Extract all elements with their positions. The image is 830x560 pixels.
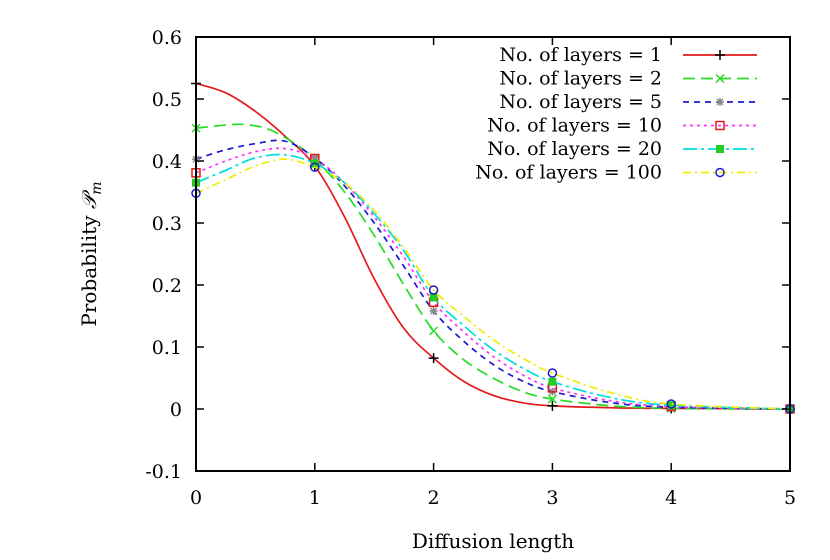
y-axis-title: Probability 𝒫m — [77, 181, 105, 326]
data-point — [428, 285, 439, 295]
y-tick-label: 0 — [170, 399, 182, 421]
data-point — [428, 353, 439, 364]
x-tick-label: 5 — [784, 487, 796, 509]
series-line — [195, 158, 791, 410]
axis-ticks: 0 1 2 3 4 5 -0.1 0 0.1 0.2 0.3 0.4 0.5 0.6 — [145, 27, 796, 509]
series-5 — [192, 153, 794, 413]
legend-marker — [716, 98, 724, 106]
series-line — [195, 139, 791, 410]
x-tick-label: 1 — [309, 487, 321, 509]
series-4 — [191, 147, 795, 414]
data-point — [666, 399, 676, 409]
series-line — [195, 123, 791, 410]
y-tick-label: -0.1 — [145, 461, 182, 483]
y-tick-label: 0.1 — [152, 337, 182, 359]
x-tick-label: 2 — [428, 487, 440, 509]
legend-entry: No. of layers = 20 — [487, 138, 757, 160]
legend: No. of layers = 1No. of layers = 2No. of… — [475, 44, 757, 184]
legend-entry: No. of layers = 2 — [499, 68, 757, 90]
legend-marker — [715, 167, 725, 178]
data-point — [667, 401, 676, 410]
legend-label: No. of layers = 1 — [499, 44, 662, 66]
legend-label: No. of layers = 5 — [499, 91, 662, 113]
data-point — [310, 153, 319, 162]
y-tick-label: 0.2 — [152, 275, 182, 297]
legend-entry: No. of layers = 10 — [487, 115, 757, 137]
y-tick-label: 0.4 — [152, 151, 182, 173]
legend-label: No. of layers = 10 — [487, 115, 662, 137]
y-tick-label: 0.3 — [152, 213, 182, 235]
x-axis-title: Diffusion length — [412, 529, 574, 553]
legend-label: No. of layers = 2 — [499, 68, 662, 90]
legend-label: No. of layers = 20 — [487, 138, 662, 160]
y-tick-label: 0.5 — [152, 89, 182, 111]
legend-marker — [715, 73, 725, 84]
data-point — [548, 377, 557, 386]
data-point — [429, 307, 438, 316]
y-axis-title-subscript: m — [89, 181, 105, 194]
series-6 — [191, 158, 795, 414]
data-point — [429, 326, 439, 336]
x-tick-label: 3 — [546, 487, 558, 509]
y-tick-label: 0.6 — [152, 27, 182, 49]
data-point — [547, 394, 557, 404]
legend-marker — [716, 145, 724, 153]
legend-marker — [715, 50, 725, 60]
legend-label: No. of layers = 100 — [475, 162, 662, 184]
data-point — [547, 400, 558, 411]
data-point — [547, 368, 558, 378]
series-line — [195, 147, 791, 410]
plot-frame — [195, 36, 791, 472]
legend-entry: No. of layers = 1 — [499, 44, 757, 66]
y-axis-title-text: Probability — [77, 209, 101, 326]
series-line — [195, 82, 791, 410]
legend-entry: No. of layers = 100 — [475, 162, 757, 184]
x-tick-label: 4 — [665, 487, 677, 509]
series-line — [195, 153, 791, 410]
legend-entry: No. of layers = 5 — [499, 91, 757, 113]
x-tick-label: 0 — [190, 487, 202, 509]
data-point — [429, 293, 438, 302]
data-point — [310, 162, 320, 172]
legend-marker — [715, 120, 725, 131]
